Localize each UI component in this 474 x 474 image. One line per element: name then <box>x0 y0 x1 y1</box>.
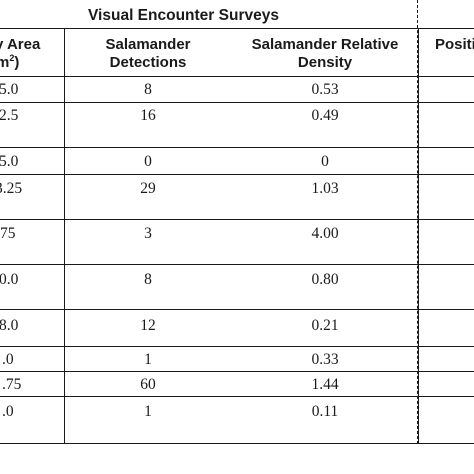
cell-detections: 29 <box>140 180 156 197</box>
cell-area: 2.5 <box>0 107 19 124</box>
col-header-detections-line1: Salamander <box>105 36 191 53</box>
row-divider <box>0 396 474 397</box>
col-header-area-line2: m2) <box>0 53 20 72</box>
row-divider <box>0 346 474 347</box>
cell-area: 75 <box>0 225 16 242</box>
row-divider <box>0 371 474 372</box>
cell-area: 3.25 <box>0 180 23 197</box>
cell-area: 8.0 <box>0 317 19 334</box>
cell-area: .0 <box>2 403 14 420</box>
col-header-partial: Positi <box>435 36 474 53</box>
cell-detections: 8 <box>144 271 152 288</box>
row-divider <box>0 147 474 148</box>
cell-density: 0 <box>321 153 329 170</box>
column-separator <box>64 29 65 443</box>
cell-detections: 16 <box>140 107 156 124</box>
cell-density: 1.44 <box>311 376 339 393</box>
dashed-group-divider <box>417 0 418 444</box>
row-divider <box>0 174 474 175</box>
col-header-area-line1: y Area <box>0 36 41 53</box>
cell-density: 0.21 <box>311 317 339 334</box>
cell-area: 0.0 <box>0 271 19 288</box>
cell-detections: 60 <box>140 376 156 393</box>
rule-group-header <box>0 28 474 29</box>
cell-area: 5.0 <box>0 153 19 170</box>
col-header-density-line2: Density <box>297 54 353 71</box>
cell-detections: 0 <box>144 153 152 170</box>
cell-density: 0.53 <box>311 81 339 98</box>
cell-detections: 3 <box>144 225 152 242</box>
cell-detections: 1 <box>144 403 152 420</box>
table-bottom-rule <box>0 443 474 444</box>
row-divider <box>0 102 474 103</box>
cell-density: 0.11 <box>311 403 339 420</box>
cell-area: .0 <box>2 351 14 368</box>
cell-detections: 1 <box>144 351 152 368</box>
cell-detections: 12 <box>140 317 156 334</box>
cell-detections: 8 <box>144 81 152 98</box>
row-divider <box>0 309 474 310</box>
group-header: Visual Encounter Surveys <box>88 7 279 24</box>
cell-density: 1.03 <box>311 180 339 197</box>
column-separator <box>418 29 419 443</box>
col-header-detections-line2: Detections <box>109 54 187 71</box>
cell-area: .75 <box>2 376 22 393</box>
cell-density: 0.80 <box>311 271 339 288</box>
cell-area: 5.0 <box>0 81 19 98</box>
cell-density: 0.49 <box>311 107 339 124</box>
rule-column-header <box>0 76 474 77</box>
cell-density: 4.00 <box>311 225 339 242</box>
cell-density: 0.33 <box>311 351 339 368</box>
row-divider <box>0 219 474 220</box>
col-header-density-line1: Salamander Relative <box>251 36 399 53</box>
row-divider <box>0 264 474 265</box>
